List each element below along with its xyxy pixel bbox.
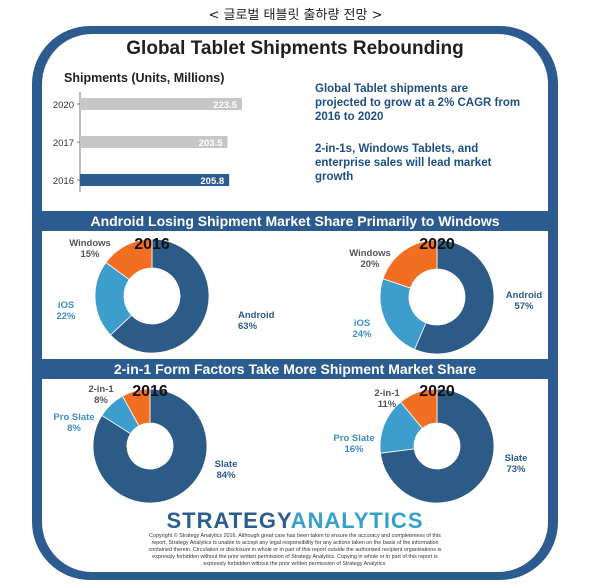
donut-slice-label: Slate <box>215 459 238 470</box>
donut-year-title: 2016 <box>132 383 168 400</box>
donut-slice-label: Pro Slate <box>53 412 94 423</box>
bar-chart-title: Shipments (Units, Millions) <box>64 71 224 85</box>
donut-slice-ios <box>379 278 427 350</box>
drivers-note: 2-in-1s, Windows Tablets, and enterprise… <box>315 142 540 184</box>
copyright-line: Copyright © Strategy Analytics 2016. Alt… <box>149 533 441 539</box>
donut-slice-2-in-1 <box>121 388 151 427</box>
donut-slice-label: 2-in-1 <box>374 388 400 399</box>
bar-value-label: 223.5 <box>213 100 237 111</box>
bar-value-label: 203.5 <box>199 138 223 149</box>
copyright-notice: Copyright © Strategy Analytics 2016. Alt… <box>95 533 495 568</box>
donut-slice-value: 8% <box>94 395 108 406</box>
drivers-note-line: growth <box>315 171 354 183</box>
donut-slice-value: 73% <box>506 464 526 475</box>
strategy-analytics-logo: STRATEGYANALYTICS <box>42 508 548 534</box>
drivers-note-line: enterprise sales will lead market <box>315 157 492 169</box>
donut-slice-label: Pro Slate <box>333 433 374 444</box>
donut-slice-value: 8% <box>67 423 81 434</box>
logo-part-strategy: STRATEGY <box>166 508 291 533</box>
donut-slice-label: Android <box>506 290 543 301</box>
bar-category-label: 2017 <box>53 138 74 149</box>
donut-slice-label: Slate <box>505 453 528 464</box>
bar-category-label: 2020 <box>53 100 74 111</box>
bar-2017 <box>80 136 228 148</box>
donut-year-title: 2020 <box>419 236 455 253</box>
donut-slice-label: iOS <box>58 300 74 311</box>
growth-note-line: Global Tablet shipments are <box>315 83 469 95</box>
os-section-band: Android Losing Shipment Market Share Pri… <box>42 211 548 231</box>
donut-slice-value: 11% <box>378 399 397 410</box>
donut-slice-value: 63% <box>238 321 258 332</box>
donut-slice-value: 57% <box>514 301 534 312</box>
donut-slice-label: Windows <box>349 248 391 259</box>
bar-2016 <box>80 174 230 186</box>
donut-slice-2-in-1 <box>400 388 438 429</box>
donut-slice-label: Windows <box>69 238 111 249</box>
bar-2020 <box>80 98 242 110</box>
donut-slice-value: 22% <box>56 311 76 322</box>
growth-note: Global Tablet shipments are projected to… <box>315 82 540 124</box>
drivers-note-line: 2-in-1s, Windows Tablets, and <box>315 143 479 155</box>
donut-slice-android <box>414 239 495 355</box>
donut-slice-windows <box>105 238 153 281</box>
donut-slice-label: iOS <box>354 318 370 329</box>
image-caption: < 글로벌 태블릿 출하량 전망 > <box>208 8 383 23</box>
donut-slice-value: 20% <box>360 259 380 270</box>
logo-part-analytics: ANALYTICS <box>290 508 424 533</box>
donut-slice-label: 2-in-1 <box>88 384 114 395</box>
donut-slice-slate <box>92 388 208 504</box>
copyright-line: expressly forbidden without the prior wr… <box>203 561 387 567</box>
infographic-title: Global Tablet Shipments Rebounding <box>126 38 464 59</box>
donut-slice-android <box>109 238 210 354</box>
bar-category-label: 2016 <box>53 176 74 187</box>
donut-year-title: 2020 <box>419 383 455 400</box>
form-factor-section-band: 2-in-1 Form Factors Take More Shipment M… <box>42 359 548 379</box>
donut-slice-value: 24% <box>352 329 372 340</box>
donut-slice-label: Android <box>238 310 275 321</box>
copyright-line: contained therein. Circulation or disclo… <box>148 547 442 553</box>
donut-slice-value: 16% <box>344 444 364 455</box>
donut-slice-value: 15% <box>80 249 100 260</box>
donut-year-title: 2016 <box>134 236 170 253</box>
copyright-line: report, Strategy Analytics is unable to … <box>151 540 439 546</box>
donut-slice-value: 84% <box>216 470 236 481</box>
bar-value-label: 205.8 <box>200 176 224 187</box>
copyright-line: expressly forbidden without the prior wr… <box>152 554 438 560</box>
donut-slice-slate <box>380 388 495 504</box>
growth-note-line: 2016 to 2020 <box>315 111 384 123</box>
growth-note-line: projected to grow at a 2% CAGR from <box>315 97 521 109</box>
donut-slice-windows <box>382 239 438 289</box>
shipments-bar-chart: Shipments (Units, Millions) 2020 223.5 2017… <box>53 71 242 192</box>
